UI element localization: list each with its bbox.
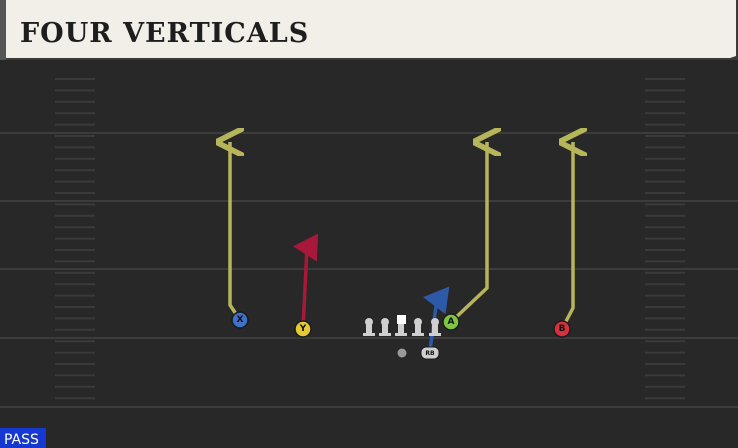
quarterback xyxy=(397,348,407,358)
play-type: PASS xyxy=(4,432,39,448)
route-a xyxy=(449,142,487,324)
player-label: X xyxy=(237,315,244,325)
lineman xyxy=(429,318,441,336)
header-edge xyxy=(0,0,6,60)
lineman xyxy=(379,318,391,336)
player-y: Y xyxy=(294,320,312,338)
offensive-line xyxy=(363,315,441,336)
lineman xyxy=(412,318,424,336)
player-a: A xyxy=(442,313,460,331)
player-x: X xyxy=(231,311,249,329)
player-label: B xyxy=(559,324,566,334)
player-b: B xyxy=(553,320,571,338)
player-rb: RB xyxy=(420,346,440,360)
play-title: FOUR VERTICALS xyxy=(20,18,309,49)
player-label: A xyxy=(448,317,455,327)
center xyxy=(395,315,407,336)
play-type-badge xyxy=(0,428,46,448)
player-label: Y xyxy=(299,324,307,334)
hash-marks xyxy=(55,78,685,400)
player-label: RB xyxy=(425,350,435,357)
route-y xyxy=(293,233,319,330)
yard-lines xyxy=(0,132,738,408)
header xyxy=(6,0,736,58)
lineman xyxy=(363,318,375,336)
